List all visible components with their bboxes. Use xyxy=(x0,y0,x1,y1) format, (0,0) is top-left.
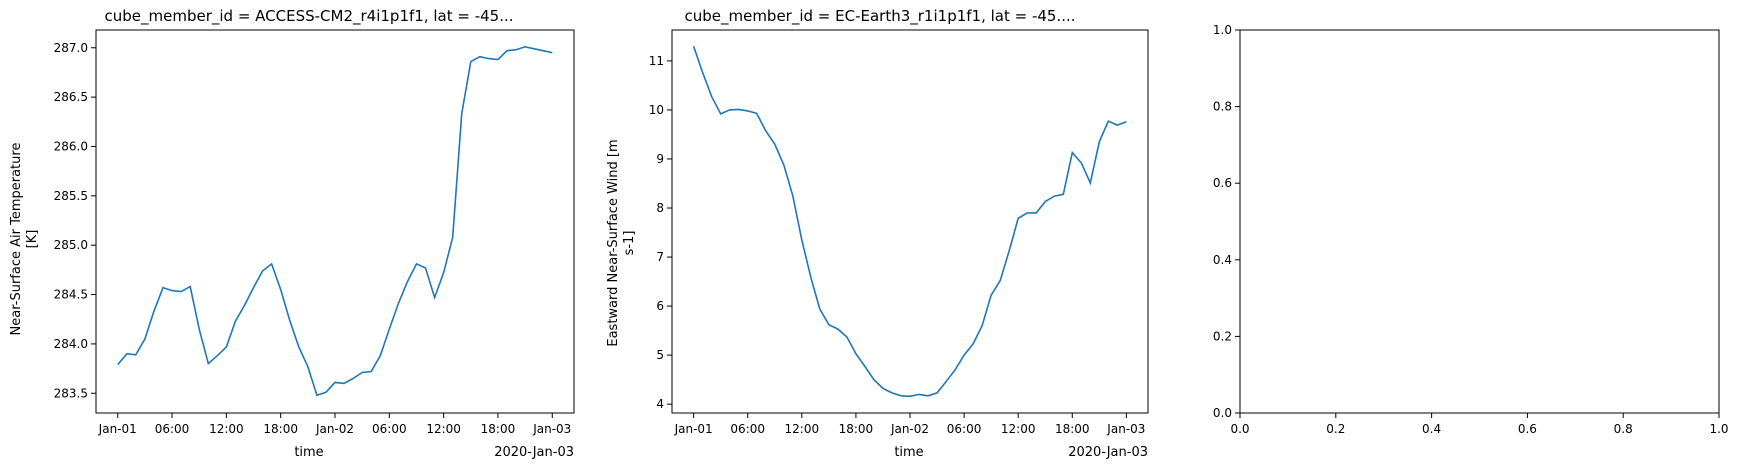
y-tick-label: 0.4 xyxy=(1213,253,1232,267)
x-tick-label: 18:00 xyxy=(1055,422,1090,436)
x-tick-label: 0.6 xyxy=(1518,422,1537,436)
x-tick-label: 0.8 xyxy=(1614,422,1633,436)
x-tick-label: 06:00 xyxy=(155,422,190,436)
x-tick-label: 0.0 xyxy=(1230,422,1249,436)
chart-2-x-offset-label: 2020-Jan-03 xyxy=(1068,445,1148,460)
y-tick-label: 0.0 xyxy=(1213,406,1232,420)
x-tick-label: 1.0 xyxy=(1709,422,1728,436)
x-tick-label: Jan-02 xyxy=(890,422,929,436)
chart-1-x-offset-label: 2020-Jan-03 xyxy=(494,445,574,460)
chart-2-title: cube_member_id = EC-Earth3_r1i1p1f1, lat… xyxy=(684,7,1075,26)
chart-1-x-label: time xyxy=(294,445,323,460)
x-tick-label: Jan-01 xyxy=(674,422,713,436)
chart-2-y-label-line-2: s-1] xyxy=(622,231,637,256)
x-tick-label: 06:00 xyxy=(372,422,407,436)
chart-1-title: cube_member_id = ACCESS-CM2_r4i1p1f1, la… xyxy=(105,7,514,26)
chart-2-series-line xyxy=(692,45,1127,398)
chart-1-frame xyxy=(95,29,575,414)
x-tick-label: 18:00 xyxy=(263,422,298,436)
y-tick-label: 285.0 xyxy=(54,238,88,252)
y-tick-label: 0.2 xyxy=(1213,329,1232,343)
x-tick-label: 12:00 xyxy=(785,422,820,436)
y-tick-label: 8 xyxy=(656,201,664,215)
y-tick-label: 285.5 xyxy=(54,189,88,203)
chart-panel-2: cube_member_id = EC-Earth3_r1i1p1f1, lat… xyxy=(606,7,1149,460)
y-tick-label: 10 xyxy=(649,103,664,117)
chart-panel-3: 0.0 0.2 0.4 0.6 0.8 1.0 0.0 0.2 0.4 0.6 0.8 1.0 xyxy=(1213,23,1729,436)
chart-1-y-axis: 283.5 284.0 284.5 285.0 285.5 286.0 286.5 287.0 xyxy=(54,41,96,400)
x-tick-label: 06:00 xyxy=(730,422,765,436)
x-tick-label: 06:00 xyxy=(947,422,982,436)
y-tick-label: 6 xyxy=(656,299,664,313)
chart-2-x-axis: Jan-01 06:00 12:00 18:00 Jan-02 06:00 12:00 18:… xyxy=(674,413,1145,436)
chart-3-y-axis: 0.0 0.2 0.4 0.6 0.8 1.0 xyxy=(1213,23,1240,420)
chart-panel-1: cube_member_id = ACCESS-CM2_r4i1p1f1, la… xyxy=(9,7,575,460)
x-tick-label: 12:00 xyxy=(209,422,244,436)
chart-2-frame xyxy=(671,29,1149,414)
chart-1-y-label-line-1: Near-Surface Air Temperature xyxy=(9,143,24,336)
x-tick-label: 12:00 xyxy=(426,422,461,436)
y-tick-label: 286.5 xyxy=(54,90,88,104)
y-tick-label: 0.8 xyxy=(1213,100,1232,114)
y-tick-label: 283.5 xyxy=(54,386,88,400)
x-tick-label: Jan-01 xyxy=(98,422,137,436)
chart-3-frame xyxy=(1239,29,1720,414)
y-tick-label: 287.0 xyxy=(54,41,88,55)
y-tick-label: 284.5 xyxy=(54,288,88,302)
y-tick-label: 7 xyxy=(656,250,664,264)
x-tick-label: 12:00 xyxy=(1001,422,1036,436)
chart-2-x-label: time xyxy=(894,445,923,460)
chart-3-x-axis: 0.0 0.2 0.4 0.6 0.8 1.0 xyxy=(1230,413,1729,436)
y-tick-label: 11 xyxy=(649,54,664,68)
chart-2-y-label-line-1: Eastward Near-Surface Wind [m xyxy=(606,139,621,346)
x-tick-label: Jan-03 xyxy=(532,422,571,436)
x-tick-label: 0.2 xyxy=(1326,422,1345,436)
y-tick-label: 5 xyxy=(656,348,664,362)
chart-1-series-line xyxy=(117,45,553,397)
y-tick-label: 286.0 xyxy=(54,139,88,153)
x-tick-label: 18:00 xyxy=(839,422,874,436)
x-tick-label: Jan-03 xyxy=(1106,422,1145,436)
y-tick-label: 0.6 xyxy=(1213,176,1232,190)
y-tick-label: 9 xyxy=(656,152,664,166)
chart-1-y-label-line-2: [K] xyxy=(25,230,40,249)
x-tick-label: 18:00 xyxy=(481,422,516,436)
y-tick-label: 1.0 xyxy=(1213,23,1232,37)
y-tick-label: 4 xyxy=(656,397,664,411)
x-tick-label: Jan-02 xyxy=(315,422,354,436)
x-tick-label: 0.4 xyxy=(1422,422,1441,436)
y-tick-label: 284.0 xyxy=(54,337,88,351)
chart-1-x-axis: Jan-01 06:00 12:00 18:00 Jan-02 06:00 12:00 18:… xyxy=(98,413,571,436)
chart-2-y-axis: 4 5 6 7 8 9 10 11 xyxy=(649,54,672,411)
